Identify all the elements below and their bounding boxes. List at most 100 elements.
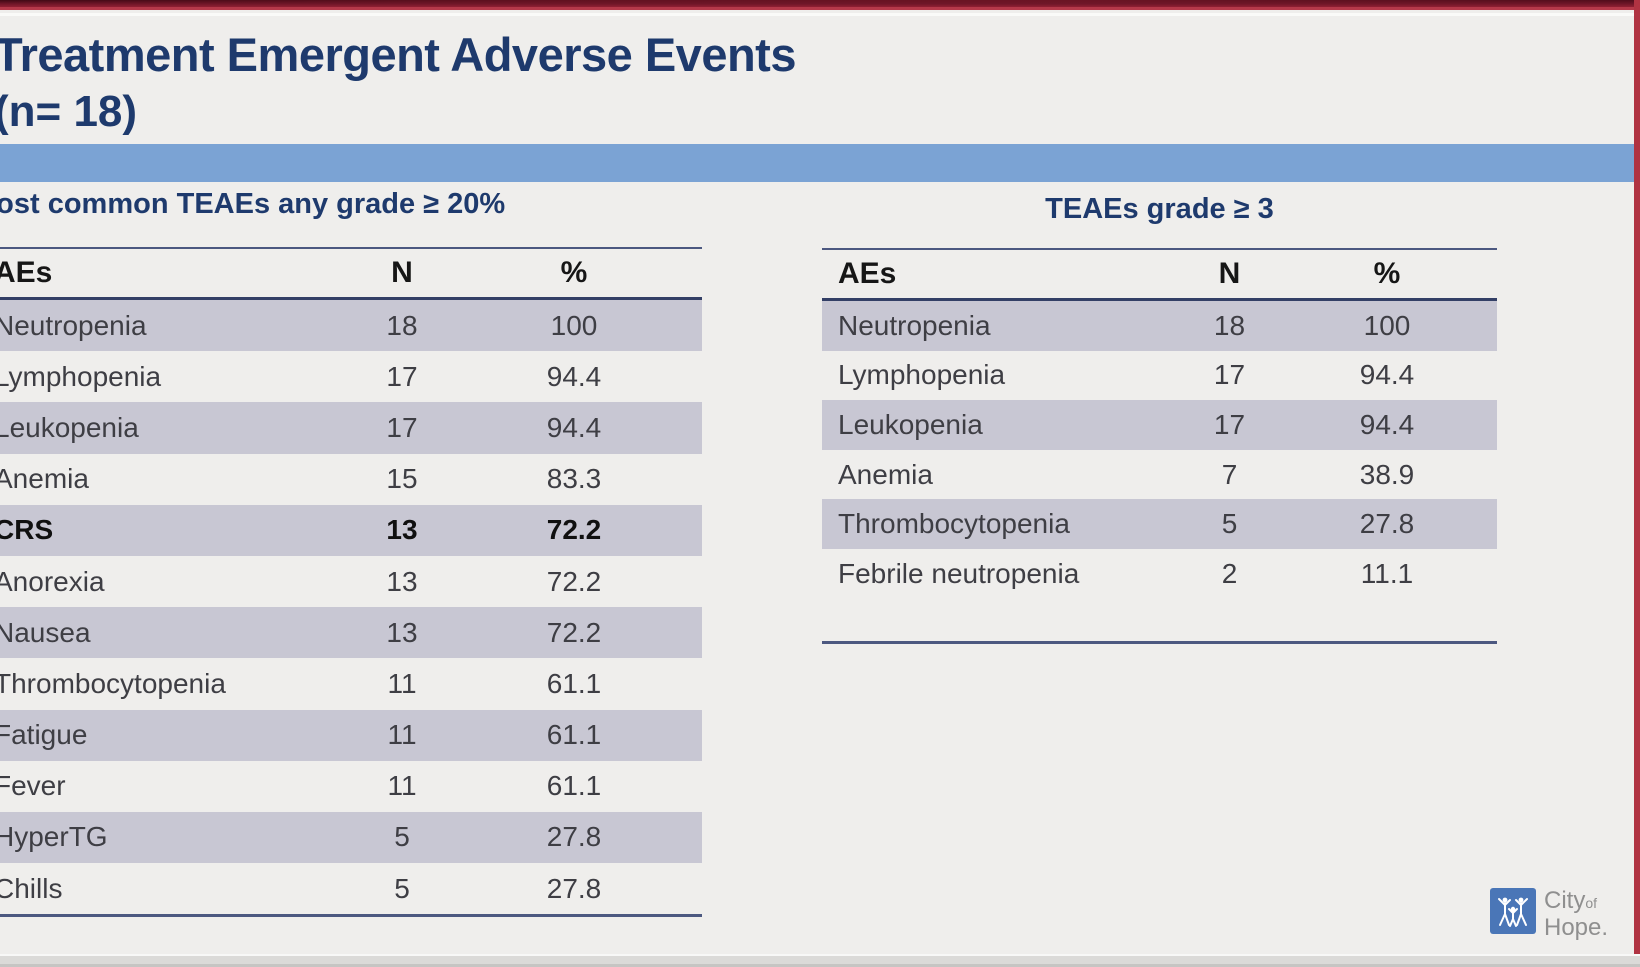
cell-n-value: 5	[394, 821, 410, 853]
cell-pct-value: 100	[550, 309, 598, 341]
cell-n-value: 11	[387, 719, 417, 751]
table-row: Anemia 15 83.3	[0, 454, 702, 505]
cell-pct-value: 27.8	[546, 872, 602, 904]
table-row: Lymphopenia 17 94.4	[822, 351, 1497, 401]
cell-pct-value: 61.1	[546, 770, 602, 802]
cell-n-value: 11	[387, 770, 417, 802]
column-header-pct: %	[1373, 257, 1401, 290]
table-row: Neutropenia 18 100	[0, 300, 702, 352]
cell-n-value: 13	[386, 514, 418, 546]
cell-pct-value: 27.8	[546, 821, 602, 853]
cell-pct-value: 94.4	[1359, 408, 1415, 440]
cell-pct-value: 72.2	[546, 514, 602, 546]
cell-ae-label: Anemia	[0, 463, 89, 495]
cell-pct-value: 61.1	[546, 667, 602, 699]
cell-pct-value: 83.3	[546, 463, 602, 495]
column-header-pct: %	[560, 256, 588, 289]
table-row: Febrile neutropenia 2 11.1	[822, 549, 1497, 599]
cell-pct-value: 38.9	[1359, 458, 1415, 490]
top-maroon-bar	[0, 0, 1640, 10]
top-divider-line	[0, 13, 1640, 16]
cell-pct-value: 72.2	[546, 565, 602, 597]
table-row: Chills 5 27.8	[0, 863, 702, 914]
right-table-header-row: AEs N %	[822, 248, 1497, 301]
cell-ae-label: Anorexia	[0, 565, 105, 597]
table-row: Leukopenia 17 94.4	[822, 400, 1497, 450]
cell-n-value: 2	[1221, 557, 1238, 589]
right-table-body: Neutropenia 18 100 Lymphopenia 17 94.4 L…	[822, 301, 1497, 599]
cell-pct-value: 94.4	[546, 360, 602, 392]
left-table-title: Most common TEAEs any grade ≥ 20%	[0, 188, 506, 220]
cell-ae-label: Neutropenia	[0, 309, 147, 341]
title-block: Treatment Emergent Adverse Events (n= 18…	[0, 26, 796, 138]
cell-pct-value: 72.2	[546, 616, 602, 648]
cell-pct-value: 94.4	[546, 411, 602, 443]
left-table-body: Neutropenia 18 100 Lymphopenia 17 94.4 L…	[0, 300, 702, 914]
cell-ae-label: HyperTG	[0, 821, 108, 853]
table-row: Lymphopenia 17 94.4	[0, 351, 702, 402]
cell-n-value: 17	[1213, 408, 1246, 440]
column-header-aes: AEs	[0, 256, 53, 289]
cell-pct-value: 61.1	[546, 719, 602, 751]
column-header-n: N	[391, 256, 413, 289]
cell-n-value: 17	[1213, 359, 1246, 391]
cell-ae-label: Lymphopenia	[838, 359, 1006, 391]
cell-n-value: 17	[386, 360, 418, 392]
right-table-title: TEAEs grade ≥ 3	[1045, 193, 1274, 225]
table-row: Anorexia 13 72.2	[0, 556, 702, 607]
cell-n-value: 7	[1221, 458, 1238, 490]
right-table-bottom-rule	[822, 640, 1497, 644]
logo-city-text: City	[1544, 887, 1586, 914]
cell-n-value: 17	[386, 411, 418, 443]
cell-ae-label: Nausea	[0, 616, 91, 648]
table-row: Leukopenia 17 94.4	[0, 402, 702, 454]
cell-ae-label: Thrombocytopenia	[0, 667, 226, 699]
cell-ae-label: Anemia	[838, 458, 933, 490]
cell-pct-value: 11.1	[1360, 557, 1414, 589]
table-row: Fatigue 11 61.1	[0, 709, 702, 761]
slide-title-n-count: (n= 18)	[0, 87, 138, 136]
logo-line-1: Cityof	[1544, 889, 1608, 916]
cell-pct-value: 27.8	[1359, 508, 1415, 540]
left-table-bottom-rule	[0, 914, 702, 918]
cell-ae-label: CRS	[0, 514, 54, 546]
city-of-hope-wordmark: Cityof Hope.	[1544, 889, 1608, 943]
logo-of-text: of	[1585, 895, 1598, 911]
table-row: Anemia 7 38.9	[822, 450, 1497, 500]
cell-ae-label: Leukopenia	[838, 408, 983, 440]
cell-ae-label: Fatigue	[0, 719, 88, 751]
cell-n-value: 13	[386, 616, 418, 648]
cell-n-value: 11	[387, 667, 417, 699]
cell-pct-value: 94.4	[1359, 359, 1415, 391]
cell-ae-label: Leukopenia	[0, 411, 139, 443]
table-row: Neutropenia 18 100	[822, 301, 1497, 351]
logo-hope-text: Hope.	[1544, 914, 1609, 941]
column-header-aes: AEs	[838, 257, 897, 290]
city-of-hope-logo-icon	[1490, 888, 1536, 934]
people-figures-icon	[1498, 897, 1528, 927]
right-edge-red-strip	[1634, 0, 1640, 967]
table-row: CRS 13 72.2	[0, 504, 702, 556]
cell-ae-label: Neutropenia	[838, 309, 991, 341]
right-table-gap	[822, 599, 1497, 641]
table-row: Thrombocytopenia 11 61.1	[0, 658, 702, 709]
right-table: AEs N % Neutropenia 18 100 Lymphopenia 1…	[822, 248, 1497, 644]
blue-divider-bar	[0, 144, 1634, 182]
cell-n-value: 13	[386, 565, 418, 597]
cell-ae-label: Fever	[0, 770, 66, 802]
cell-n-value: 18	[1213, 309, 1246, 341]
cell-ae-label: Chills	[0, 872, 63, 904]
slide-title: Treatment Emergent Adverse Events	[0, 28, 796, 81]
city-of-hope-logo: Cityof Hope.	[1490, 888, 1608, 943]
table-row: Fever 11 61.1	[0, 761, 702, 812]
logo-line-2: Hope.	[1544, 916, 1608, 943]
cell-n-value: 5	[1221, 508, 1238, 540]
cell-n-value: 5	[394, 872, 410, 904]
cell-ae-label: Febrile neutropenia	[838, 557, 1080, 589]
table-row: Thrombocytopenia 5 27.8	[822, 499, 1497, 549]
bottom-edge-strip	[0, 954, 1640, 967]
table-row: HyperTG 5 27.8	[0, 811, 702, 864]
column-header-n: N	[1218, 257, 1241, 290]
cell-pct-value: 100	[1363, 309, 1411, 341]
cell-n-value: 15	[386, 463, 418, 495]
